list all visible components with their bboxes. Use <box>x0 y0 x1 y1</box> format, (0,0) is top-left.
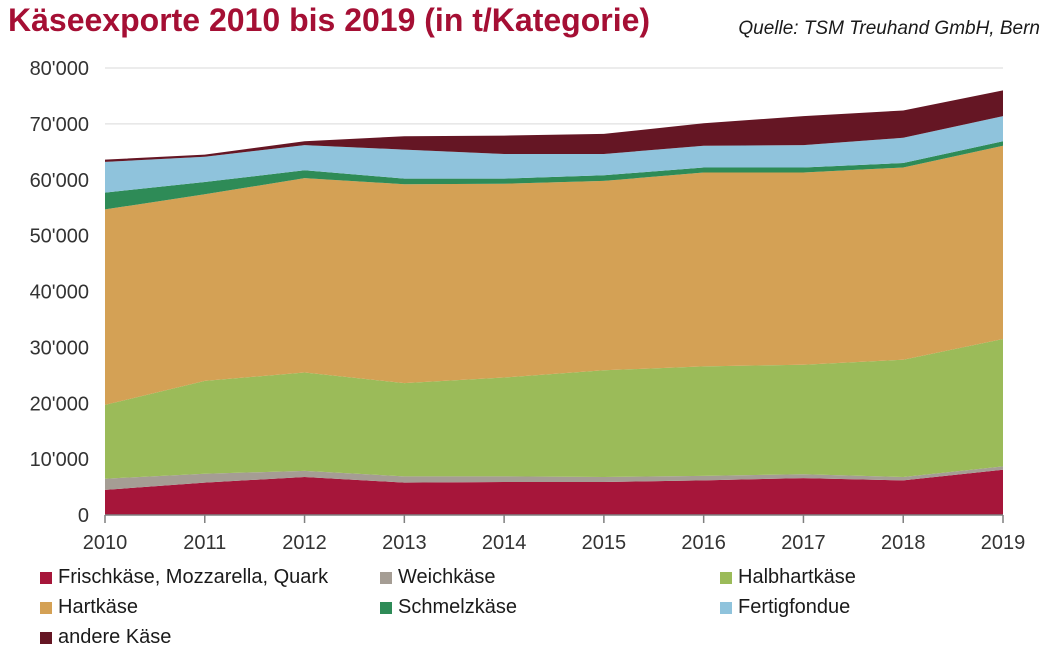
axes: 0 10'000 20'000 30'000 40'000 50'000 60'000 70'… <box>30 58 1026 554</box>
area-series-2 <box>105 466 1003 490</box>
x-tick-label: 2019 <box>981 532 1026 554</box>
y-tick-label: 70'000 <box>30 114 89 136</box>
area-series-4 <box>105 145 1003 405</box>
y-tick-label: 20'000 <box>30 393 89 415</box>
legend-label: Frischkäse, Mozzarella, Quark <box>58 566 329 588</box>
legend-label: Weichkäse <box>398 566 496 588</box>
x-tick-label: 2013 <box>382 532 427 554</box>
area-series-3 <box>105 339 1003 479</box>
chart-title: Käseexporte 2010 bis 2019 (in t/Kategori… <box>8 2 651 38</box>
x-tick-label: 2012 <box>282 532 327 554</box>
x-tick-label: 2015 <box>582 532 627 554</box>
legend-item: Schmelzkäse <box>380 596 517 619</box>
y-tick-label: 10'000 <box>30 449 89 471</box>
area-series-5 <box>105 141 1003 210</box>
legend-item: Hartkäse <box>40 596 138 619</box>
x-tick-label: 2016 <box>681 532 726 554</box>
y-tick-label: 40'000 <box>30 282 89 304</box>
area-series-7 <box>105 90 1003 162</box>
legend-swatch <box>720 601 732 614</box>
legend-label: Halbhartkäse <box>738 566 856 588</box>
x-tick-label: 2011 <box>183 532 226 554</box>
y-tick-label: 80'000 <box>30 58 89 80</box>
legend-swatch <box>380 601 392 614</box>
x-tick-label: 2017 <box>781 532 826 554</box>
legend-item: Halbhartkäse <box>720 566 856 589</box>
y-tick-label: 0 <box>78 505 89 527</box>
area-series-6 <box>105 116 1003 193</box>
legend-swatch <box>40 571 52 584</box>
legend-label: Schmelzkäse <box>398 596 517 618</box>
legend-item: Fertigfondue <box>720 596 850 619</box>
legend-label: Hartkäse <box>58 596 139 618</box>
area-series-1 <box>105 469 1003 515</box>
source-note: Quelle: TSM Treuhand GmbH, Bern <box>738 18 1040 39</box>
legend-label: andere Käse <box>58 626 172 648</box>
legend-item: Frischkäse, Mozzarella, Quark <box>40 566 328 589</box>
y-tick-label: 60'000 <box>30 170 89 192</box>
y-tick-label: 50'000 <box>30 226 89 248</box>
legend-swatch <box>720 571 732 584</box>
x-tick-label: 2010 <box>83 532 128 554</box>
x-tick-label: 2018 <box>881 532 926 554</box>
legend-swatch <box>380 571 392 584</box>
y-tick-label: 30'000 <box>30 337 89 359</box>
legend-swatch <box>40 601 52 614</box>
legend-swatch <box>40 631 52 644</box>
legend-item: Weichkäse <box>380 566 495 589</box>
legend-item: andere Käse <box>40 626 171 649</box>
legend-label: Fertigfondue <box>738 596 851 618</box>
x-tick-label: 2014 <box>482 532 527 554</box>
area-series <box>105 90 1003 515</box>
